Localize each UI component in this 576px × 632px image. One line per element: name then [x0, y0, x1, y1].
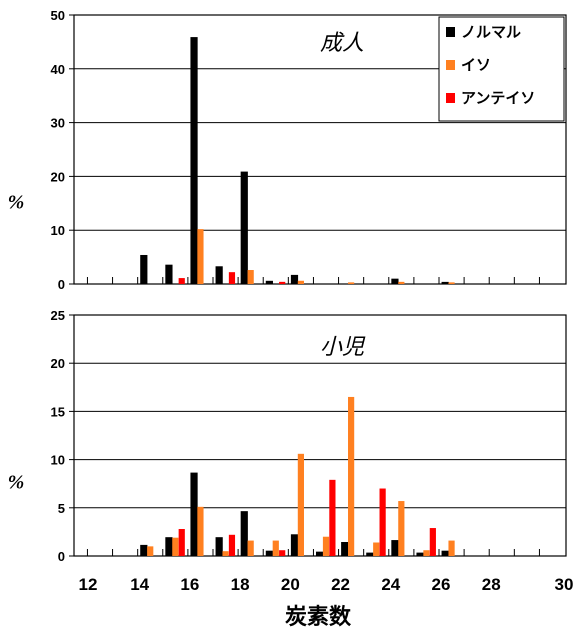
- legend-label: ノルマル: [461, 24, 521, 41]
- bar: [279, 550, 286, 556]
- y-tick-label: 10: [51, 453, 65, 468]
- bar: [197, 229, 204, 284]
- bar: [178, 278, 185, 284]
- y-tick-label: 20: [51, 356, 65, 371]
- bar: [172, 537, 179, 556]
- bar: [215, 537, 223, 557]
- bar: [140, 254, 148, 285]
- bar: [265, 550, 273, 557]
- bar: [441, 281, 449, 285]
- y-tick-label: 25: [51, 308, 65, 323]
- legend-swatch: [446, 60, 455, 70]
- bar: [416, 552, 424, 557]
- x-tick-label: 22: [331, 575, 350, 594]
- y-axis-label: %: [8, 192, 25, 214]
- panel-title: 成人: [320, 30, 364, 55]
- bar: [391, 540, 399, 557]
- plot-frame: [73, 314, 567, 557]
- y-tick-label: 50: [51, 8, 65, 23]
- bar: [147, 546, 154, 556]
- bar: [448, 282, 455, 284]
- bar: [348, 282, 355, 284]
- x-tick-label: 14: [130, 575, 149, 594]
- bar: [247, 540, 254, 556]
- panel-title: 小児: [320, 334, 366, 359]
- bar: [165, 264, 173, 285]
- bar: [429, 528, 436, 556]
- bar: [190, 472, 198, 557]
- bar: [373, 542, 380, 556]
- bar: [391, 278, 399, 285]
- bar: [272, 540, 279, 556]
- bar: [247, 270, 254, 284]
- x-axis-label: 炭素数: [285, 604, 352, 630]
- bar: [379, 488, 386, 556]
- bar: [322, 536, 330, 556]
- legend-box: [438, 16, 565, 122]
- bar: [366, 552, 374, 557]
- bar: [398, 281, 405, 284]
- bar: [329, 479, 336, 556]
- bar: [441, 550, 449, 557]
- legend-swatch: [446, 27, 455, 37]
- bar: [348, 396, 355, 556]
- bar: [178, 529, 185, 556]
- bar: [228, 272, 236, 284]
- bar: [190, 37, 198, 285]
- y-tick-label: 0: [58, 549, 65, 564]
- bar: [290, 534, 299, 557]
- bar: [341, 542, 349, 557]
- bar: [265, 280, 273, 285]
- bar: [290, 274, 299, 285]
- bar: [448, 540, 455, 556]
- x-tick-label: 30: [555, 575, 574, 594]
- bar: [197, 506, 204, 556]
- x-tick-label: 20: [281, 575, 300, 594]
- x-tick-label: 18: [231, 575, 250, 594]
- x-tick-label: 26: [432, 575, 451, 594]
- x-tick-label: 12: [79, 575, 98, 594]
- y-axis-label: %: [8, 472, 25, 494]
- x-tick-label: 24: [381, 575, 400, 594]
- bar: [297, 453, 304, 556]
- bar: [297, 280, 304, 284]
- y-tick-label: 40: [51, 62, 65, 77]
- bar: [215, 266, 223, 285]
- y-tick-label: 0: [58, 277, 65, 292]
- x-tick-label: 16: [180, 575, 199, 594]
- y-tick-label: 15: [51, 404, 65, 419]
- legend-label: アンテイソ: [461, 90, 535, 107]
- legend-label: イソ: [461, 57, 491, 74]
- bar: [423, 550, 430, 556]
- bar: [398, 501, 405, 556]
- y-tick-label: 20: [51, 169, 65, 184]
- bar: [316, 551, 324, 557]
- bar: [228, 534, 236, 556]
- bar: [279, 281, 286, 284]
- bar: [240, 171, 248, 285]
- y-tick-label: 10: [51, 223, 65, 238]
- y-tick-label: 30: [51, 116, 65, 131]
- bar: [222, 551, 229, 556]
- x-tick-label: 28: [482, 575, 501, 594]
- y-tick-label: 5: [58, 501, 65, 516]
- legend-swatch: [446, 93, 455, 103]
- bar: [240, 511, 248, 557]
- bar: [165, 537, 173, 557]
- bar: [140, 544, 148, 557]
